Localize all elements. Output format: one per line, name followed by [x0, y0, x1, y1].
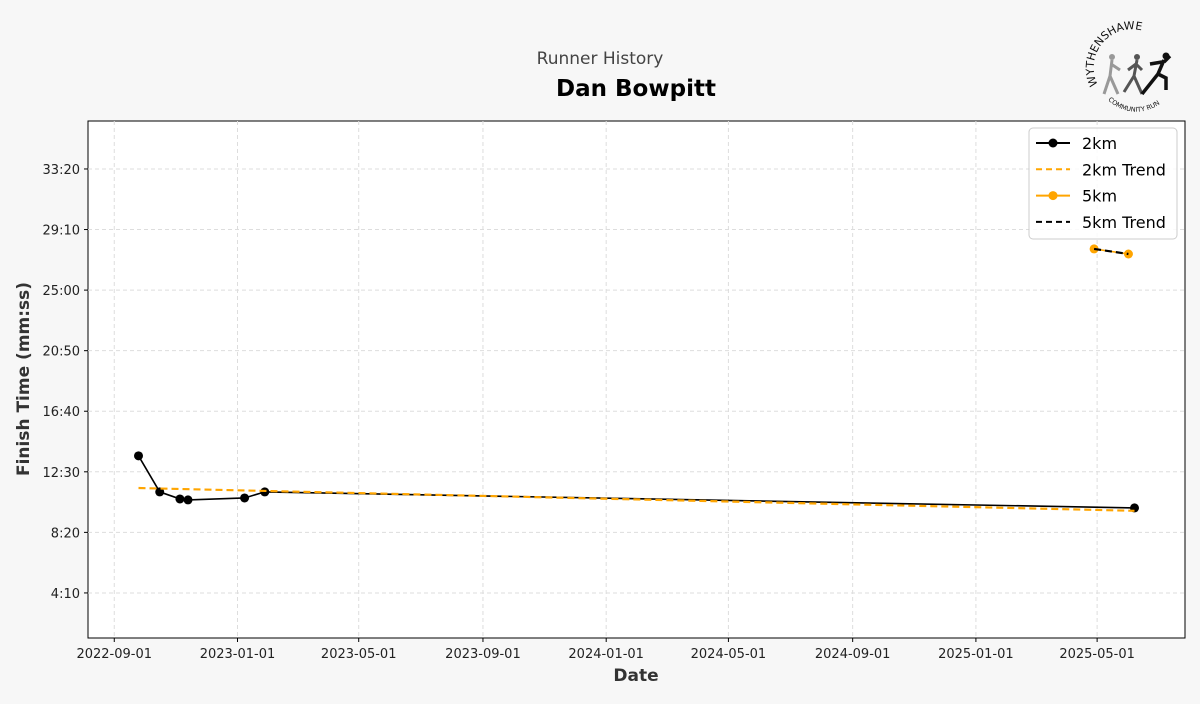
data-point [183, 495, 193, 505]
legend-marker [1048, 191, 1058, 201]
y-tick-label: 29:10 [43, 224, 80, 239]
plot-area [87, 120, 1186, 639]
y-tick-label: 25:00 [43, 284, 80, 299]
legend-label: 5km Trend [1082, 213, 1166, 232]
x-tick-label: 2022-09-01 [76, 647, 152, 662]
y-tick-label: 16:40 [43, 405, 80, 420]
y-tick-label: 8:20 [51, 526, 80, 541]
series-line-5km-trend [1093, 247, 1129, 256]
x-tick-label: 2024-01-01 [568, 647, 644, 662]
logo-bottom-text: COMMUNITY RUN [1107, 96, 1162, 114]
legend-label: 5km [1082, 187, 1117, 206]
legend-label: 2km Trend [1082, 160, 1166, 179]
logo: WYTHENSHAWE COMMUNITY RUN [1084, 19, 1172, 114]
data-point [240, 493, 250, 503]
x-tick-label: 2025-01-01 [938, 647, 1014, 662]
y-tick-label: 33:20 [43, 163, 80, 178]
y-tick-label: 20:50 [43, 345, 80, 360]
legend: 2km 2km Trend 5km 5km Trend [1028, 127, 1178, 240]
y-tick-label: 4:10 [51, 587, 80, 602]
x-tick-label: 2023-05-01 [321, 647, 397, 662]
x-tick-label: 2023-09-01 [445, 647, 521, 662]
legend-marker [1048, 138, 1058, 148]
axis-ticks: 2022-09-01 2023-01-01 2023-05-01 2023-09-01… [43, 163, 1135, 662]
x-tick-label: 2024-05-01 [691, 647, 767, 662]
series-group [134, 244, 1139, 513]
y-axis-label: Finish Time (mm:ss) [14, 282, 34, 476]
legend-label: 2km [1082, 134, 1117, 153]
x-tick-label: 2023-01-01 [200, 647, 276, 662]
y-tick-label: 12:30 [43, 466, 80, 481]
chart-suptitle: Runner History [537, 49, 664, 69]
x-tick-label: 2025-05-01 [1059, 647, 1135, 662]
data-point [175, 494, 185, 504]
chart-title: Dan Bowpitt [556, 76, 716, 102]
series-line-2km-trend [138, 486, 1135, 512]
runners-icon [1102, 52, 1172, 96]
data-point [134, 451, 144, 461]
x-tick-label: 2024-09-01 [815, 647, 891, 662]
x-axis-label: Date [613, 666, 658, 686]
